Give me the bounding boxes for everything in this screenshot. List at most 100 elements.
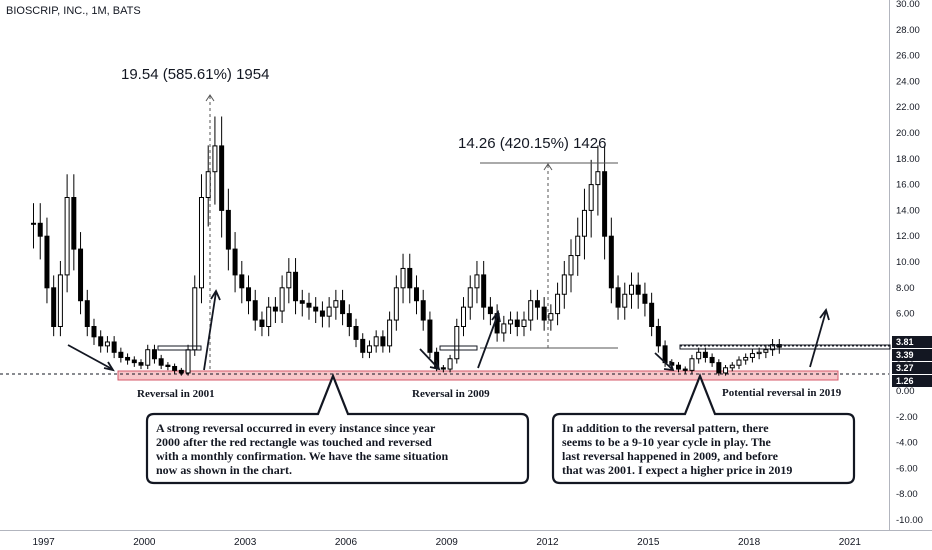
candle-body [736,359,742,366]
candle-body [192,287,198,351]
callout-text-right: In addition to the reversal pattern, the… [562,421,792,477]
candle-body [541,306,547,321]
candle-body [252,300,258,321]
x-axis-ticks: 1997 2000 2003 2006 2009 2012 2015 2018 2021 [32,537,861,548]
candle-body [286,271,292,289]
measure-label-2009: 14.26 (420.15%) 1426 [458,135,606,152]
candle-body [581,209,587,237]
x-tick-label: 2000 [133,537,156,548]
price-badges: 3.81 3.39 3.27 1.26 [892,336,932,387]
candle-body [696,351,702,360]
price-badge-bg [892,362,932,374]
candle-body [373,336,379,347]
candle-body [702,351,708,358]
candle-body [219,145,225,211]
price-badge-bg [892,336,932,348]
candle-body [655,326,661,347]
candle-body [212,145,218,173]
candle-body [145,349,151,366]
candle-body [131,359,137,364]
support-rectangle [117,370,839,381]
y-tick-label: 24.00 [896,76,920,87]
candle-body [185,349,191,374]
y-tick-label: 20.00 [896,128,920,139]
candle-body [763,349,769,353]
candle-body [534,300,540,308]
candle-body [118,351,124,358]
candle-body [98,336,104,347]
candle-body [387,319,393,347]
arrow-up-2009 [477,313,499,369]
note-right-line: last reversal happened in 2009, and befo… [562,449,779,463]
candle-body [514,319,520,327]
candle-body [407,267,413,289]
candle-body [333,300,339,308]
resistance-box-2009 [439,345,478,351]
candle-body [454,326,460,360]
candle-body [615,287,621,308]
candle-body [709,356,715,364]
y-tick-label: 14.00 [896,205,920,216]
y-tick-label: 12.00 [896,231,920,242]
y-tick-label: 28.00 [896,25,920,36]
candle-body [743,356,749,361]
candle-body [91,326,97,338]
candle-body [340,300,346,315]
candle-body [172,365,178,371]
price-badge-3-81: 3.81 [896,337,914,347]
candle-body [360,338,366,353]
y-tick-label: 8.00 [896,283,915,294]
y-tick-label: 0.00 [896,386,915,397]
candle-body [266,306,272,327]
y-tick-label: 22.00 [896,102,920,113]
candle-body [366,345,372,353]
candle-body [400,267,406,289]
callout-box-left [145,373,530,485]
price-badge-3-27: 3.27 [896,363,914,373]
y-tick-label: 26.00 [896,51,920,62]
callout-text-left: A strong reversal occurred in every inst… [156,421,448,477]
note-right-line: In addition to the reversal pattern, the… [562,421,769,435]
candle-body [716,362,722,374]
candle-body [151,349,157,360]
price-badge-bg [892,349,932,361]
candle-body [246,287,252,302]
arrow-up-2001 [203,291,217,371]
candle-body [440,367,446,370]
candles-group [31,116,782,376]
arrow-up-2019-head [819,308,830,321]
candle-body [568,255,574,276]
candle-body [178,369,184,374]
measure-arrow-2001 [205,94,215,102]
candle-body [279,287,285,312]
price-badge-bg [892,375,932,387]
candle-body [474,274,480,289]
candle-body [326,306,332,317]
x-tick-label: 2015 [637,537,660,548]
candle-body [508,319,514,325]
arrow-left-2008 [419,348,439,369]
candle-body [649,302,655,327]
candle-body [299,300,305,304]
price-badge-1-26: 1.26 [896,376,914,386]
candle-body [575,235,581,257]
candle-body [447,358,453,370]
candle-body [37,222,43,237]
candle-body [622,293,628,308]
candle-body [78,248,84,302]
candle-body [71,197,77,250]
y-tick-label: 10.00 [896,257,920,268]
candle-body [57,274,63,327]
resistance-box-2019 [679,344,891,350]
candle-body [729,364,735,369]
candle-body [51,287,57,327]
candle-body [306,302,312,308]
y-tick-label: 6.00 [896,309,915,320]
candle-body [723,367,729,374]
candle-body [380,336,386,347]
measure-arrow-2009 [543,163,553,171]
candle-body [293,271,299,302]
candle-body [393,287,399,321]
note-left-line: with a monthly confirmation. We have the… [156,449,448,463]
